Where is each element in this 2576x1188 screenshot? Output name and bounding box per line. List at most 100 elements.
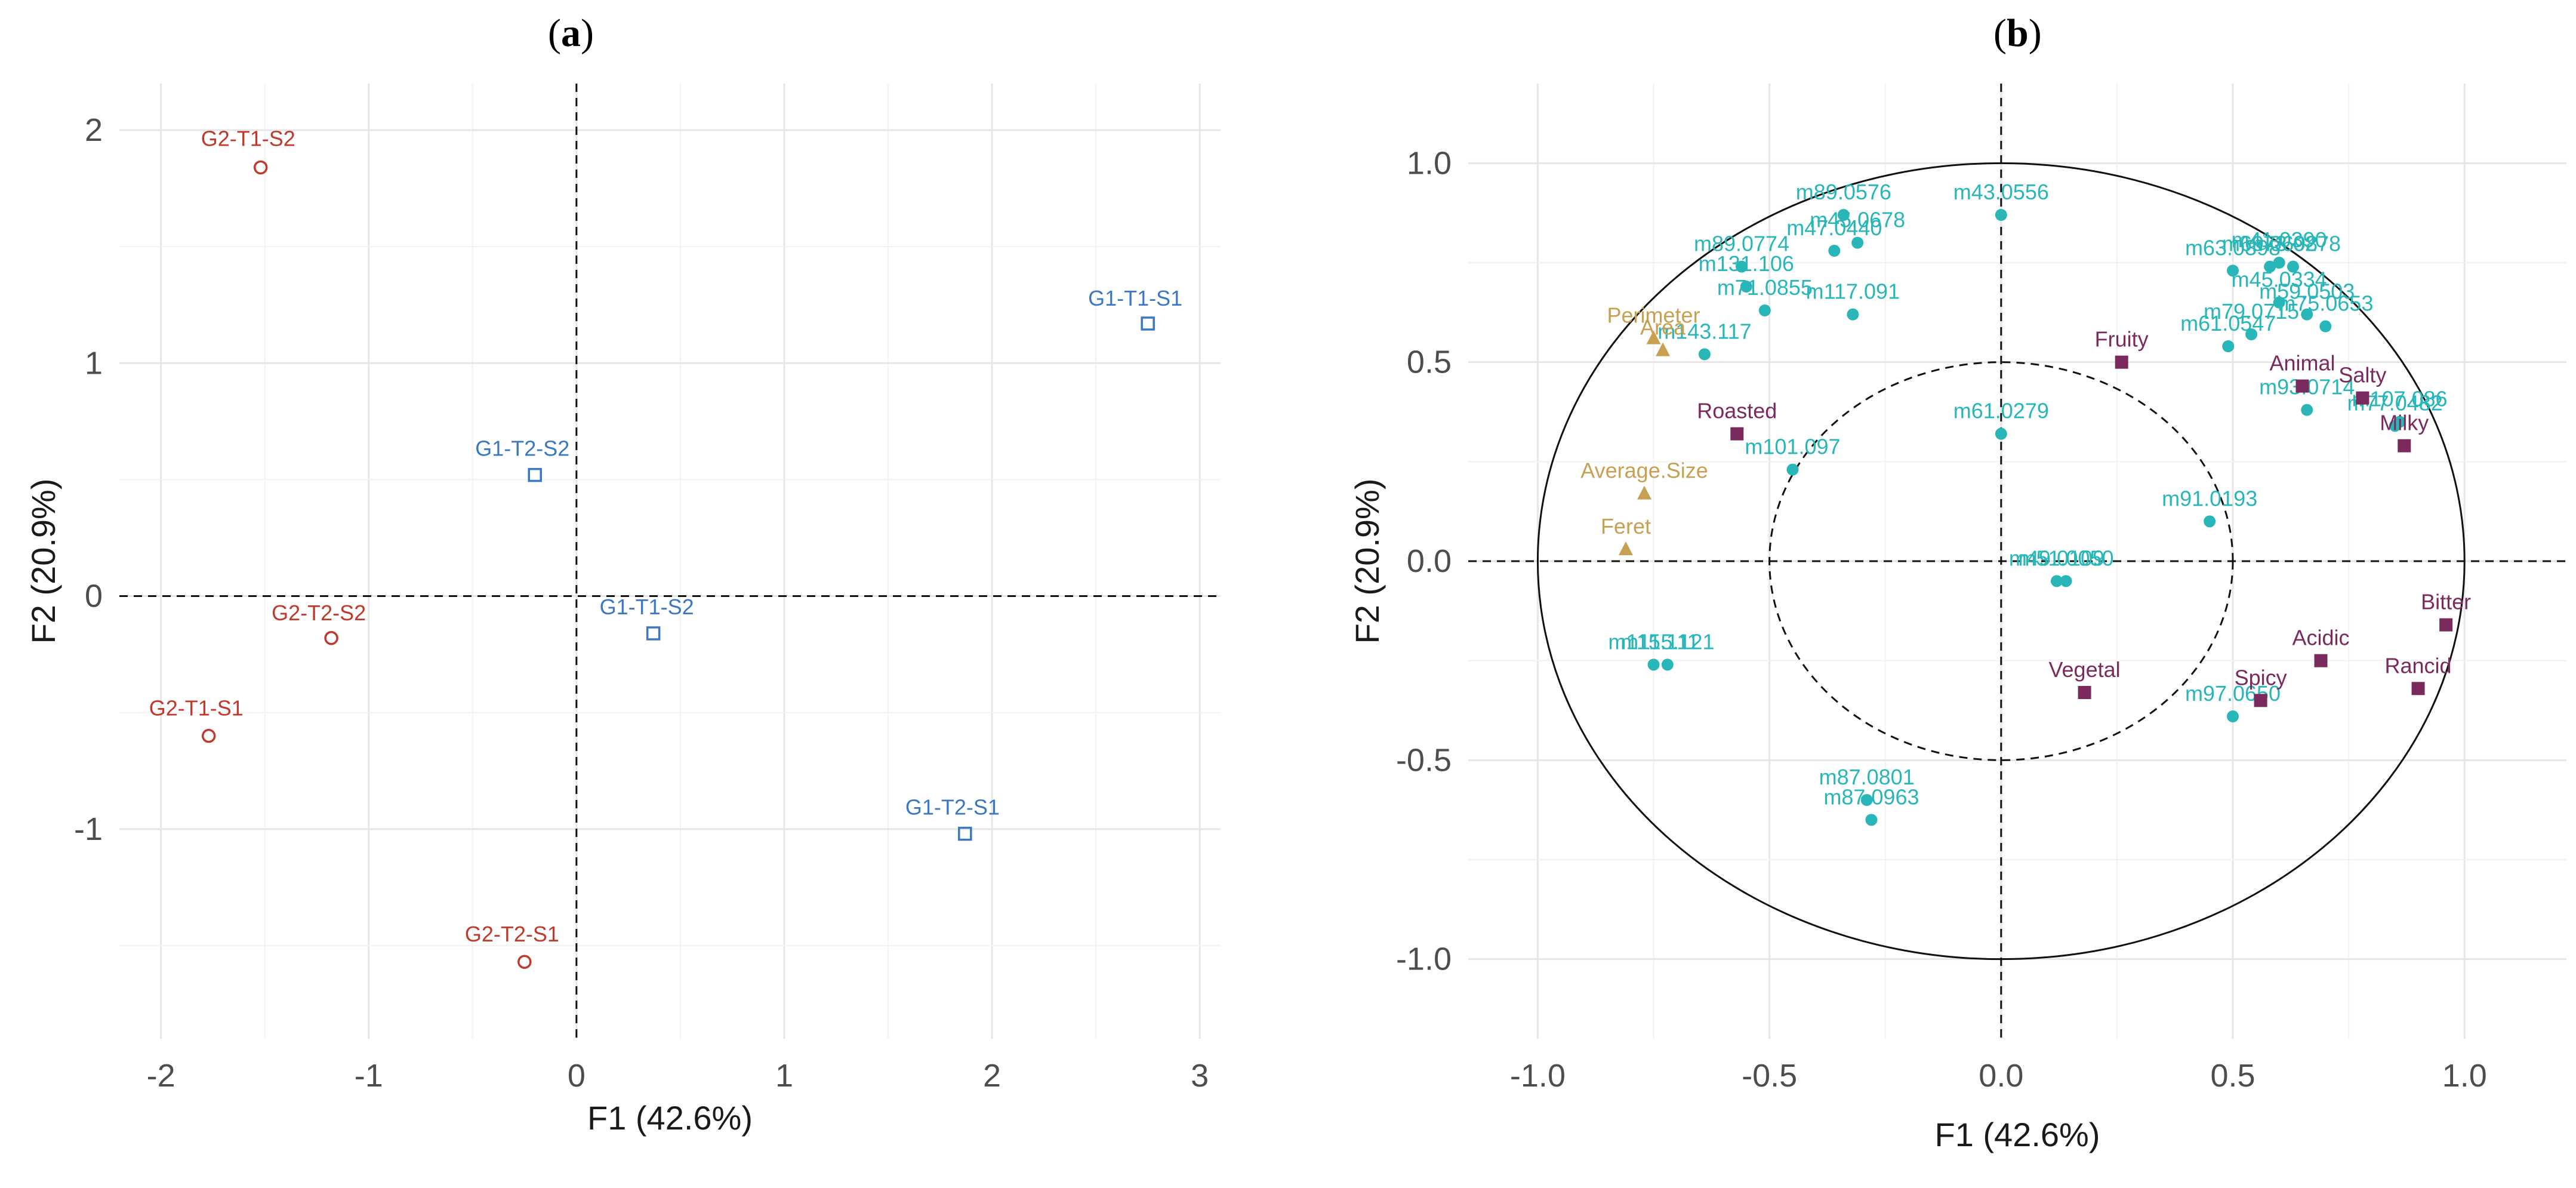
point-g1-t2-s1 bbox=[958, 826, 972, 841]
point-m73-0278 bbox=[2287, 260, 2299, 273]
point-m79-0715 bbox=[2245, 328, 2258, 340]
panel-a-plot: -2 -1 0 1 2 3 -1 0 1 2 F1 (42.6%) F2 (20.9%) G1-T1-S… bbox=[24, 84, 1221, 1137]
panel-b-x-tick-label: 1.0 bbox=[2442, 1058, 2487, 1094]
point-m97-0650 bbox=[2227, 710, 2239, 722]
panel-a-letter: a bbox=[560, 11, 581, 55]
point-label-g1-t2-s2: G1-T2-S2 bbox=[475, 436, 569, 461]
panel-b-plot: -1.0 -0.5 0.0 0.5 1.0 -1.0 -0.5 0.0 0.5 1.0 F1 (42… bbox=[1348, 84, 2566, 1153]
panel-b-y-axis-label: F2 (20.9%) bbox=[1348, 479, 1386, 644]
point-label-m59-0503: m59.0503 bbox=[2259, 279, 2355, 304]
point-m45-0678 bbox=[1851, 236, 1864, 249]
point-label-m89-0774: m89.0774 bbox=[1694, 232, 1789, 256]
point-g1-t1-s1 bbox=[1141, 316, 1155, 331]
panel-b-y-tick-label: 0.0 bbox=[1407, 543, 1452, 579]
point-m45-0334 bbox=[2273, 296, 2285, 309]
point-label-g1-t1-s2: G1-T1-S2 bbox=[600, 595, 694, 619]
panel-b-x-tick-label: -0.5 bbox=[1742, 1058, 1797, 1094]
point-roasted bbox=[1730, 427, 1744, 441]
point-label-m43-0556: m43.0556 bbox=[1953, 180, 2049, 204]
point-spicy bbox=[2254, 694, 2267, 707]
point-label-average-size: Average.Size bbox=[1580, 458, 1708, 483]
panel-b-letter: b bbox=[2006, 11, 2029, 55]
point-m107-086 bbox=[2393, 416, 2406, 428]
point-label-milky: Milky bbox=[2380, 411, 2429, 435]
panel-a-y-tick-label: 0 bbox=[85, 578, 103, 614]
point-label-roasted: Roasted bbox=[1697, 399, 1777, 423]
point-label-m115-121: m115.121 bbox=[1620, 629, 1714, 654]
point-label-m87-0801: m87.0801 bbox=[1819, 765, 1915, 789]
point-label-m63-0398: m63.0398 bbox=[2185, 235, 2281, 260]
point-label-rancid: Rancid bbox=[2385, 653, 2452, 678]
panel-a-x-tick-label: -1 bbox=[355, 1058, 383, 1094]
point-label-salty: Salty bbox=[2338, 363, 2386, 387]
point-label-g1-t1-s1: G1-T1-S1 bbox=[1088, 286, 1182, 310]
point-average-size bbox=[1637, 485, 1652, 500]
point-m93-0714 bbox=[2301, 404, 2313, 416]
point-rancid bbox=[2411, 682, 2425, 695]
point-label-vegetal: Vegetal bbox=[2049, 657, 2121, 682]
panel-a-y-tick-label: 2 bbox=[85, 112, 103, 148]
point-label-m131-106: m131.106 bbox=[1699, 251, 1794, 276]
point-label-m91-0193: m91.0193 bbox=[2162, 486, 2257, 510]
point-m71-0855 bbox=[1758, 304, 1771, 316]
point-label-m51-0050: m51.0050 bbox=[2018, 546, 2113, 570]
point-m49-0109 bbox=[2050, 575, 2063, 587]
point-vegetal bbox=[2078, 686, 2091, 699]
panel-a-x-tick-label: 2 bbox=[983, 1058, 1001, 1094]
point-label-perimeter: Perimeter bbox=[1607, 303, 1700, 328]
point-label-m41-0390: m41.0390 bbox=[2232, 227, 2327, 252]
point-fruity bbox=[2115, 355, 2128, 369]
point-area bbox=[1656, 342, 1671, 356]
point-label-m61-0547: m61.0547 bbox=[2180, 311, 2276, 336]
point-label-g2-t2-s2: G2-T2-S2 bbox=[272, 601, 366, 625]
panel-a-title: (a) bbox=[548, 11, 594, 55]
point-m87-0801 bbox=[1860, 794, 1873, 806]
panel-a-x-tick-label: 0 bbox=[568, 1058, 586, 1094]
point-label-m61-0279: m61.0279 bbox=[1953, 399, 2049, 423]
panel-a-y-tick-label: 1 bbox=[85, 345, 103, 381]
point-m143-117 bbox=[1698, 348, 1711, 361]
panel-b-y-tick-label: 0.5 bbox=[1407, 344, 1452, 380]
panel-a-y-axis-label: F2 (20.9%) bbox=[24, 479, 62, 644]
point-m89-0774 bbox=[1736, 260, 1748, 273]
point-m61-0279 bbox=[1995, 427, 2007, 440]
panel-a-y-tick-label: -1 bbox=[74, 811, 103, 847]
point-label-m87-0963: m87.0963 bbox=[1823, 784, 1919, 809]
panel-b-y-tick-label: 1.0 bbox=[1407, 145, 1452, 181]
point-label-m69-0698: m69.0698 bbox=[2222, 232, 2318, 256]
point-label-m75-0653: m75.0653 bbox=[2278, 291, 2373, 316]
point-label-m73-0278: m73.0278 bbox=[2245, 232, 2341, 256]
point-label-g2-t2-s1: G2-T2-S1 bbox=[465, 922, 559, 946]
point-label-fruity: Fruity bbox=[2095, 327, 2149, 352]
point-g2-t2-s1 bbox=[517, 955, 532, 969]
point-label-m49-0109: m49.0109 bbox=[2009, 546, 2104, 570]
point-m117-091 bbox=[1847, 308, 1859, 321]
point-g2-t1-s1 bbox=[201, 728, 216, 743]
point-g1-t1-s2 bbox=[646, 626, 661, 641]
point-label-m89-0576: m89.0576 bbox=[1796, 180, 1891, 204]
panel-b-title: (b) bbox=[1993, 11, 2042, 55]
point-m43-0556 bbox=[1995, 209, 2007, 221]
point-bitter bbox=[2439, 618, 2453, 632]
point-label-m45-0334: m45.0334 bbox=[2232, 267, 2327, 292]
point-label-g1-t2-s1: G1-T2-S1 bbox=[905, 795, 1000, 820]
point-g2-t2-s2 bbox=[324, 631, 338, 645]
point-label-m143-117: m143.117 bbox=[1657, 319, 1751, 343]
panel-b-x-tick-label: -1.0 bbox=[1510, 1058, 1566, 1094]
point-m41-0390 bbox=[2273, 257, 2285, 269]
point-label-m71-0855: m71.0855 bbox=[1717, 275, 1813, 300]
point-m69-0698 bbox=[2264, 260, 2276, 273]
point-m101-097 bbox=[1786, 463, 1799, 476]
point-animal bbox=[2295, 379, 2309, 393]
panel-b-y-tick-label: -1.0 bbox=[1396, 941, 1452, 977]
point-label-spicy: Spicy bbox=[2235, 665, 2287, 690]
panel-a-x-tick-label: -2 bbox=[147, 1058, 175, 1094]
point-m115-111 bbox=[1647, 658, 1660, 671]
point-label-g2-t1-s1: G2-T1-S1 bbox=[149, 696, 244, 721]
point-g2-t1-s2 bbox=[253, 160, 268, 175]
point-milky bbox=[2398, 439, 2411, 453]
panel-b-x-tick-label: 0.0 bbox=[1979, 1058, 2023, 1094]
point-m115-121 bbox=[1661, 658, 1674, 671]
point-label-m115-111: m115.111 bbox=[1608, 629, 1699, 654]
